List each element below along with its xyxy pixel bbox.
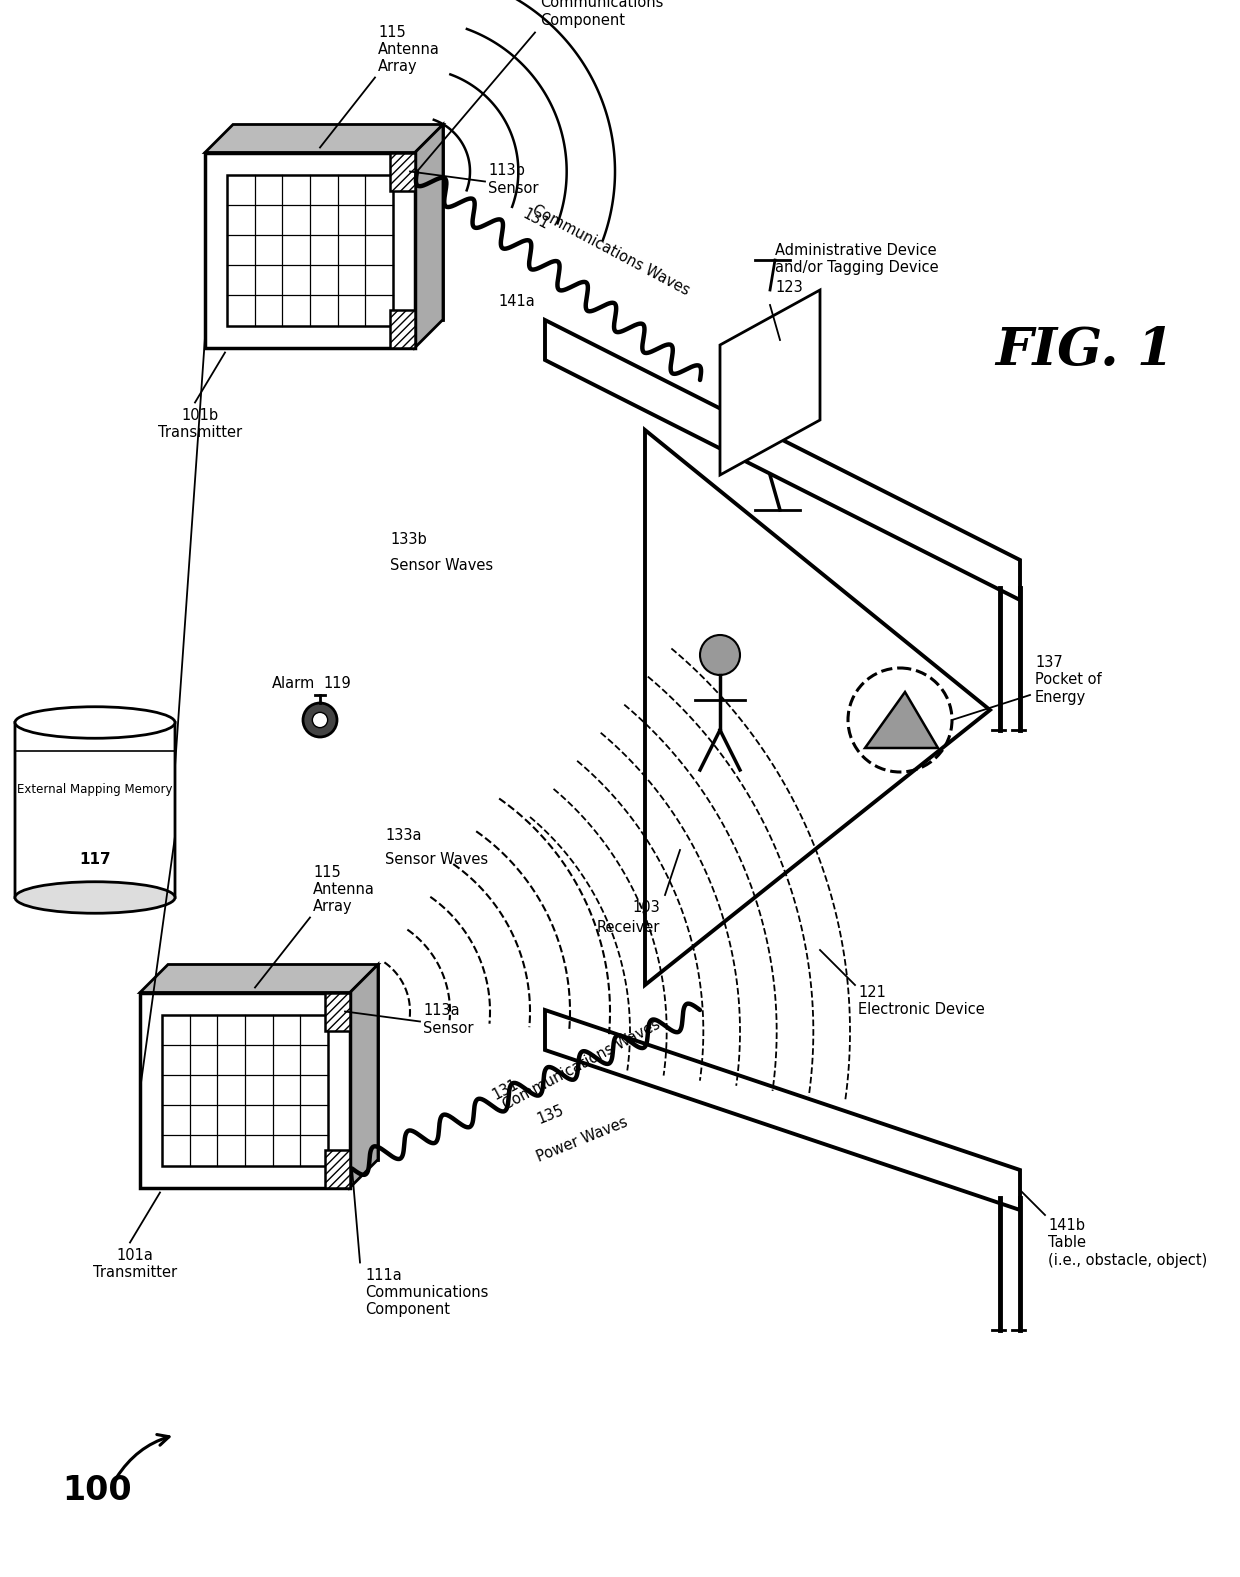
Text: Administrative Device
and/or Tagging Device: Administrative Device and/or Tagging Dev…: [775, 243, 939, 274]
Text: 131: 131: [520, 207, 552, 233]
Circle shape: [303, 703, 337, 736]
Circle shape: [312, 713, 327, 727]
Text: 115
Antenna
Array: 115 Antenna Array: [312, 864, 374, 915]
Bar: [391, 309, 415, 347]
Polygon shape: [645, 431, 990, 986]
Polygon shape: [205, 125, 443, 153]
FancyArrowPatch shape: [117, 1435, 169, 1478]
Text: 100: 100: [62, 1473, 131, 1506]
Text: Sensor Waves: Sensor Waves: [391, 558, 494, 572]
Text: 141a: 141a: [498, 295, 534, 309]
FancyBboxPatch shape: [15, 722, 175, 897]
Polygon shape: [866, 692, 937, 747]
Ellipse shape: [15, 706, 175, 738]
Text: 103: 103: [632, 900, 660, 915]
Polygon shape: [350, 965, 378, 1187]
Text: 141b
Table
(i.e., obstacle, object): 141b Table (i.e., obstacle, object): [1048, 1217, 1208, 1268]
Text: 111b
Communications
Component: 111b Communications Component: [539, 0, 663, 27]
Text: 121
Electronic Device: 121 Electronic Device: [858, 986, 985, 1017]
Polygon shape: [546, 320, 1021, 599]
Bar: [162, 1014, 329, 1165]
Text: 113a
Sensor: 113a Sensor: [423, 1003, 474, 1036]
Polygon shape: [546, 1009, 1021, 1210]
Bar: [325, 992, 350, 1030]
Bar: [140, 992, 350, 1187]
Text: 137
Pocket of
Energy: 137 Pocket of Energy: [1035, 654, 1101, 705]
Text: Sensor Waves: Sensor Waves: [384, 853, 489, 867]
Polygon shape: [167, 965, 378, 1159]
Bar: [325, 1150, 350, 1187]
Ellipse shape: [15, 882, 175, 913]
Text: 131: 131: [490, 1077, 522, 1102]
Polygon shape: [140, 965, 378, 992]
Polygon shape: [233, 125, 443, 320]
Text: FIG. 1: FIG. 1: [996, 325, 1174, 375]
Text: 101a
Transmitter: 101a Transmitter: [93, 1247, 177, 1281]
Text: 101b
Transmitter: 101b Transmitter: [157, 407, 242, 440]
Text: Receiver: Receiver: [596, 919, 660, 935]
Bar: [391, 153, 415, 191]
Text: 133b: 133b: [391, 533, 427, 547]
Text: 133a: 133a: [384, 828, 422, 842]
Text: 115
Antenna
Array: 115 Antenna Array: [378, 25, 440, 74]
Text: 123: 123: [775, 281, 802, 295]
Text: 119: 119: [322, 677, 351, 691]
Text: External Mapping Memory: External Mapping Memory: [17, 784, 172, 796]
Text: 113b
Sensor: 113b Sensor: [489, 164, 538, 196]
Circle shape: [701, 636, 740, 675]
Text: 117: 117: [79, 853, 110, 867]
Text: Communications Waves: Communications Waves: [500, 1017, 662, 1113]
Text: 135: 135: [534, 1102, 567, 1128]
Polygon shape: [720, 290, 820, 475]
Text: Alarm: Alarm: [272, 677, 315, 691]
Text: 111a
Communications
Component: 111a Communications Component: [365, 1268, 489, 1317]
Text: Communications Waves: Communications Waves: [529, 202, 692, 298]
Polygon shape: [415, 125, 443, 347]
Text: Power Waves: Power Waves: [534, 1115, 630, 1165]
Bar: [227, 175, 393, 325]
Bar: [205, 153, 415, 347]
